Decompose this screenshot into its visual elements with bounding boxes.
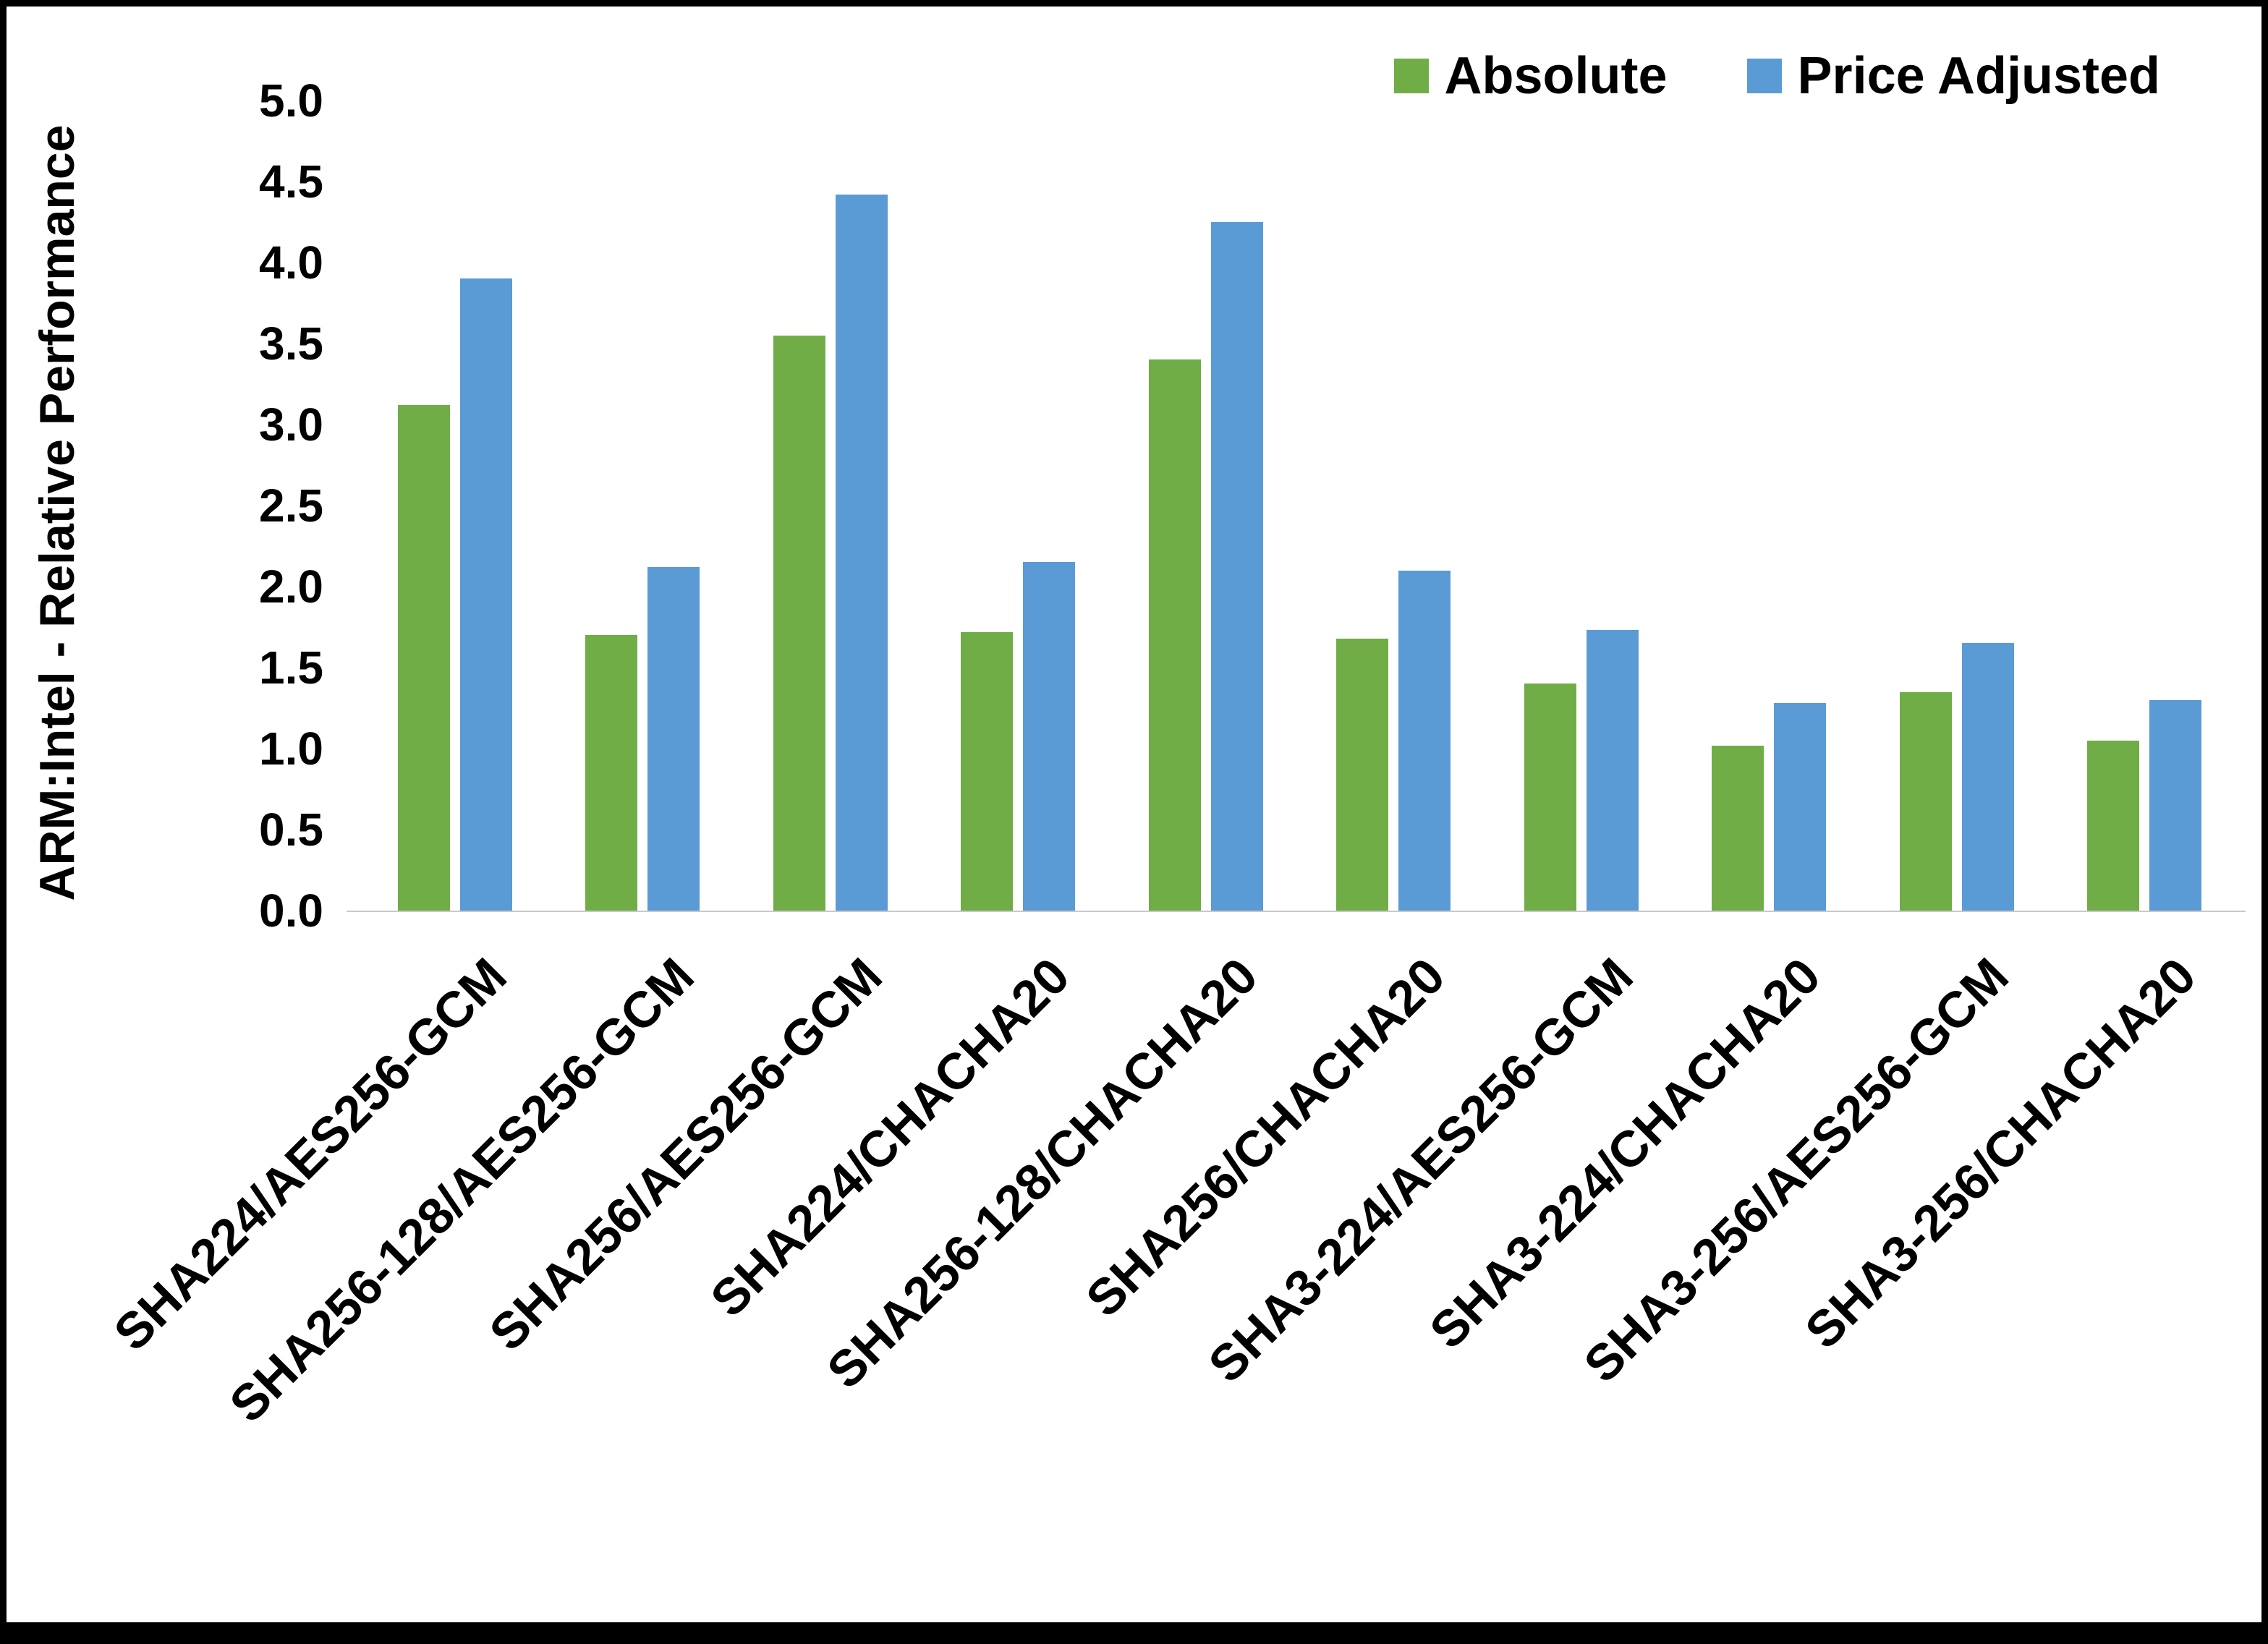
y-tick-label: 2.0 [259,561,323,613]
legend: Absolute Price Adjusted [1393,46,2160,106]
y-tick-label: 4.0 [259,237,323,289]
legend-swatch-absolute [1393,59,1429,93]
legend-label-price-adjusted: Price Adjusted [1797,47,2160,105]
bar-price-adjusted [2149,699,2202,911]
y-tick-label: 3.5 [259,318,323,370]
bar-absolute [1712,745,1764,911]
y-tick-label: 5.0 [259,74,323,127]
x-category-label: SHA256-128/AES256-GCM [218,947,705,1434]
x-axis-line [347,911,2246,912]
bar-absolute [773,335,825,911]
bar-price-adjusted [647,567,700,911]
bar-absolute [961,631,1014,911]
legend-item-price-adjusted: Price Adjusted [1746,46,2160,106]
y-tick-label: 0.0 [259,885,323,937]
y-tick-label: 0.5 [259,804,323,856]
bar-price-adjusted [835,194,888,911]
bar-absolute [1899,691,1952,911]
legend-item-absolute: Absolute [1393,46,1668,106]
legend-swatch-price-adjusted [1746,59,1782,93]
bar-absolute [1524,683,1576,911]
bar-price-adjusted [1023,562,1076,911]
bar-price-adjusted [1398,570,1451,911]
bar-price-adjusted [1586,630,1639,911]
bar-price-adjusted [1774,703,1827,911]
bar-absolute [1336,638,1389,911]
legend-label-absolute: Absolute [1444,47,1668,105]
bar-absolute [2087,740,2140,911]
y-tick-label: 1.0 [259,723,323,775]
bar-price-adjusted [1961,643,2014,911]
y-tick-label: 3.0 [259,399,323,451]
y-tick-label: 4.5 [259,156,323,208]
bar-price-adjusted [1210,222,1263,911]
bar-price-adjusted [459,278,512,911]
bar-absolute [585,635,638,911]
y-tick-label: 1.5 [259,642,323,694]
bar-absolute [397,405,450,911]
y-tick-label: 2.5 [259,480,323,532]
bar-absolute [1148,359,1201,911]
